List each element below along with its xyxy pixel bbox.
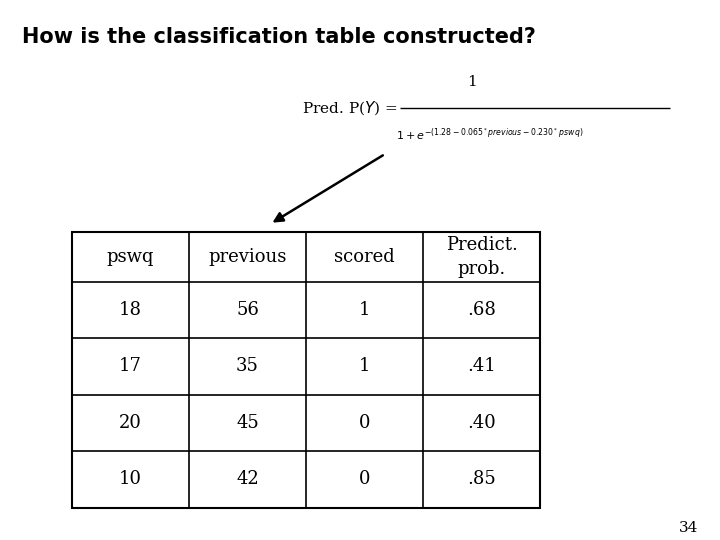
Text: 0: 0 [359, 470, 370, 488]
Text: 18: 18 [119, 301, 142, 319]
Text: 45: 45 [236, 414, 259, 432]
Text: .40: .40 [467, 414, 496, 432]
Text: How is the classification table constructed?: How is the classification table construc… [22, 27, 536, 47]
Text: 20: 20 [119, 414, 142, 432]
Text: 0: 0 [359, 414, 370, 432]
Text: 10: 10 [119, 470, 142, 488]
Text: scored: scored [334, 248, 395, 266]
Text: Pred. P($Y$) =: Pred. P($Y$) = [302, 99, 398, 117]
Text: 1: 1 [467, 75, 477, 89]
Text: 1: 1 [359, 357, 370, 375]
Text: .85: .85 [467, 470, 496, 488]
Text: pswq: pswq [107, 248, 154, 266]
Text: .68: .68 [467, 301, 496, 319]
Text: previous: previous [208, 248, 287, 266]
Text: .41: .41 [467, 357, 496, 375]
Text: 34: 34 [679, 521, 698, 535]
Text: 42: 42 [236, 470, 259, 488]
Text: Predict.
prob.: Predict. prob. [446, 236, 518, 278]
Text: $1+e^{-(1.28-0.065^*\mathit{previous}-0.230^*\,\mathit{pswq})}$: $1+e^{-(1.28-0.065^*\mathit{previous}-0.… [396, 126, 583, 141]
Text: 56: 56 [236, 301, 259, 319]
Text: 35: 35 [236, 357, 259, 375]
Text: 17: 17 [119, 357, 142, 375]
Text: 1: 1 [359, 301, 370, 319]
